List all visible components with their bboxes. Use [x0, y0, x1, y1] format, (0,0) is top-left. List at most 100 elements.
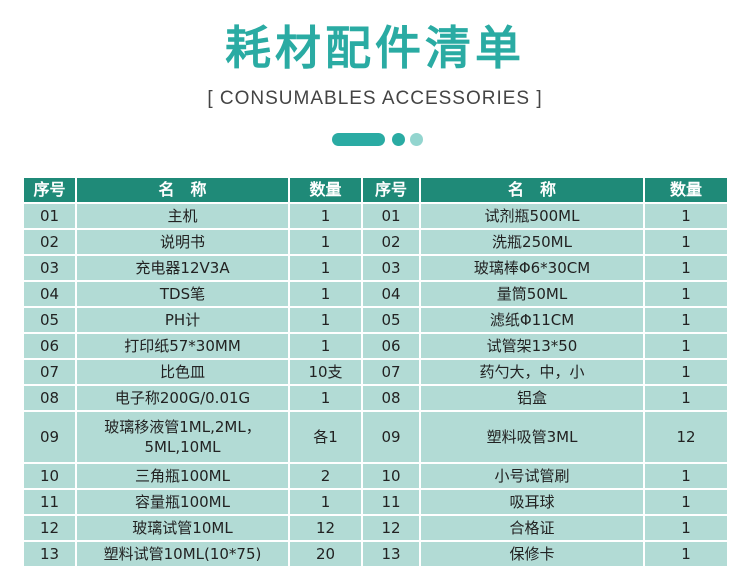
cell-quantity: 1: [290, 334, 361, 358]
cell-quantity: 1: [290, 490, 361, 514]
table-row: 08 电子称200G/0.01G 1 08 铝盒 1: [24, 386, 727, 410]
cell-index: 10: [24, 464, 75, 488]
accessories-table: 序号名 称数量 序号名 称数量 01 主机 1 01 试剂瓶500ML 1 02 说明书 1 02 洗…: [22, 176, 729, 568]
cell-quantity: 1: [645, 282, 727, 306]
cell-index: 04: [24, 282, 75, 306]
cell-index: 07: [363, 360, 419, 384]
cell-item-name: 主机: [77, 204, 288, 228]
cell-quantity: 1: [645, 516, 727, 540]
header-quantity: 数量: [645, 178, 727, 202]
cell-index: 10: [363, 464, 419, 488]
table-row: 04 TDS笔 1 04 量筒50ML 1: [24, 282, 727, 306]
table-row: 13 塑料试管10ML(10*75) 20 13 保修卡 1: [24, 542, 727, 566]
cell-quantity: 1: [645, 256, 727, 280]
dot-bar-decoration: [332, 133, 385, 146]
page-subtitle: [ CONSUMABLES ACCESSORIES ]: [207, 88, 543, 109]
cell-quantity: 1: [645, 230, 727, 254]
cell-quantity: 1: [290, 230, 361, 254]
table-row: 05 PH计 1 05 滤纸Φ11CM 1: [24, 308, 727, 332]
cell-quantity: 1: [645, 490, 727, 514]
cell-quantity: 各1: [290, 412, 361, 462]
page-title: 耗材配件清单: [225, 21, 525, 75]
header-index: 序号: [24, 178, 75, 202]
table-row: 09 玻璃移液管1ML,2ML，5ML,10ML 各1 09 塑料吸管3ML 12: [24, 412, 727, 462]
cell-index: 05: [363, 308, 419, 332]
cell-index: 03: [24, 256, 75, 280]
cell-index: 08: [363, 386, 419, 410]
dot-decoration-light: [410, 133, 423, 146]
cell-index: 11: [24, 490, 75, 514]
cell-index: 08: [24, 386, 75, 410]
cell-index: 09: [24, 412, 75, 462]
cell-index: 01: [363, 204, 419, 228]
cell-index: 02: [24, 230, 75, 254]
cell-index: 02: [363, 230, 419, 254]
cell-index: 04: [363, 282, 419, 306]
cell-quantity: 1: [290, 386, 361, 410]
cell-quantity: 1: [645, 464, 727, 488]
table-header-row: 序号名 称数量 序号名 称数量: [24, 178, 727, 202]
table-row: 02 说明书 1 02 洗瓶250ML 1: [24, 230, 727, 254]
cell-item-name: 试剂瓶500ML: [421, 204, 643, 228]
cell-quantity: 20: [290, 542, 361, 566]
cell-item-name: 保修卡: [421, 542, 643, 566]
cell-quantity: 1: [645, 334, 727, 358]
cell-quantity: 1: [645, 542, 727, 566]
table-row: 01 主机 1 01 试剂瓶500ML 1: [24, 204, 727, 228]
cell-quantity: 1: [290, 308, 361, 332]
cell-item-name: 玻璃移液管1ML,2ML，5ML,10ML: [77, 412, 288, 462]
table-row: 07 比色皿 10支 07 药勺大，中，小 1: [24, 360, 727, 384]
cell-item-name: 试管架13*50: [421, 334, 643, 358]
cell-index: 06: [363, 334, 419, 358]
cell-item-name: TDS笔: [77, 282, 288, 306]
cell-index: 06: [24, 334, 75, 358]
cell-index: 12: [24, 516, 75, 540]
cell-item-name: 三角瓶100ML: [77, 464, 288, 488]
cell-index: 11: [363, 490, 419, 514]
cell-item-name: 塑料吸管3ML: [421, 412, 643, 462]
cell-quantity: 12: [290, 516, 361, 540]
table-row: 12 玻璃试管10ML 12 12 合格证 1: [24, 516, 727, 540]
cell-item-name: 洗瓶250ML: [421, 230, 643, 254]
table-row: 10 三角瓶100ML 2 10 小号试管刷 1: [24, 464, 727, 488]
cell-quantity: 2: [290, 464, 361, 488]
cell-quantity: 1: [290, 256, 361, 280]
cell-item-name: 电子称200G/0.01G: [77, 386, 288, 410]
cell-quantity: 10支: [290, 360, 361, 384]
cell-item-name: 说明书: [77, 230, 288, 254]
cell-item-name: 量筒50ML: [421, 282, 643, 306]
cell-index: 01: [24, 204, 75, 228]
cell-item-name: 滤纸Φ11CM: [421, 308, 643, 332]
cell-quantity: 1: [645, 204, 727, 228]
cell-item-name: 玻璃棒Φ6*30CM: [421, 256, 643, 280]
header-item-name: 名 称: [77, 178, 288, 202]
cell-item-name: 塑料试管10ML(10*75): [77, 542, 288, 566]
cell-item-name: 铝盒: [421, 386, 643, 410]
cell-item-name: 玻璃试管10ML: [77, 516, 288, 540]
cell-quantity: 1: [645, 308, 727, 332]
cell-item-name: 小号试管刷: [421, 464, 643, 488]
cell-item-name: 充电器12V3A: [77, 256, 288, 280]
cell-quantity: 1: [290, 282, 361, 306]
header-quantity: 数量: [290, 178, 361, 202]
cell-index: 05: [24, 308, 75, 332]
cell-index: 12: [363, 516, 419, 540]
cell-item-name: 打印纸57*30MM: [77, 334, 288, 358]
cell-index: 13: [363, 542, 419, 566]
table-row: 06 打印纸57*30MM 1 06 试管架13*50 1: [24, 334, 727, 358]
cell-index: 03: [363, 256, 419, 280]
cell-quantity: 1: [290, 204, 361, 228]
cell-item-name: PH计: [77, 308, 288, 332]
dot-decoration: [392, 133, 405, 146]
header-item-name: 名 称: [421, 178, 643, 202]
cell-index: 07: [24, 360, 75, 384]
cell-index: 13: [24, 542, 75, 566]
cell-quantity: 12: [645, 412, 727, 462]
cell-item-name: 药勺大，中，小: [421, 360, 643, 384]
table-row: 11 容量瓶100ML 1 11 吸耳球 1: [24, 490, 727, 514]
cell-quantity: 1: [645, 360, 727, 384]
cell-item-name: 合格证: [421, 516, 643, 540]
cell-item-name: 容量瓶100ML: [77, 490, 288, 514]
cell-item-name: 吸耳球: [421, 490, 643, 514]
table-row: 03 充电器12V3A 1 03 玻璃棒Φ6*30CM 1: [24, 256, 727, 280]
